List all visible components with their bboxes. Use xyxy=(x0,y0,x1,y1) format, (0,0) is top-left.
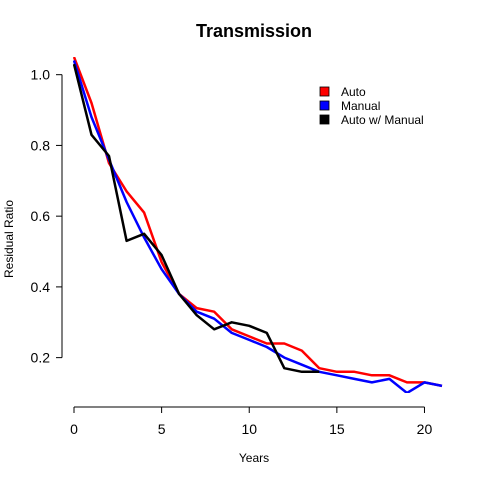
y-axis: 0.2 0.4 0.6 0.8 1.0 xyxy=(31,67,63,366)
legend-label: Auto xyxy=(341,85,366,99)
y-axis-label: Residual Ratio xyxy=(2,200,16,278)
x-axis-label: Years xyxy=(239,451,269,465)
x-tick-label: 5 xyxy=(158,421,166,437)
legend-label: Manual xyxy=(341,99,380,113)
y-tick-label: 0.8 xyxy=(31,137,51,153)
x-axis: 0 5 10 15 20 xyxy=(70,406,433,437)
y-tick-label: 0.2 xyxy=(31,350,51,366)
legend-swatch xyxy=(319,100,330,111)
x-tick-label: 15 xyxy=(329,421,345,437)
x-tick-label: 10 xyxy=(241,421,257,437)
series-group xyxy=(73,57,443,393)
x-tick-label: 0 xyxy=(70,421,78,437)
y-tick-label: 1.0 xyxy=(31,67,51,83)
y-tick-label: 0.6 xyxy=(31,208,51,224)
legend-swatch xyxy=(319,114,330,125)
legend-label: Auto w/ Manual xyxy=(341,113,424,127)
y-tick-label: 0.4 xyxy=(31,279,51,295)
series-line-3 xyxy=(73,63,320,374)
series-line-1 xyxy=(73,57,443,388)
chart-title: Transmission xyxy=(196,21,312,41)
legend-swatch xyxy=(319,86,330,97)
series-line-2 xyxy=(73,60,443,393)
x-tick-label: 20 xyxy=(417,421,433,437)
